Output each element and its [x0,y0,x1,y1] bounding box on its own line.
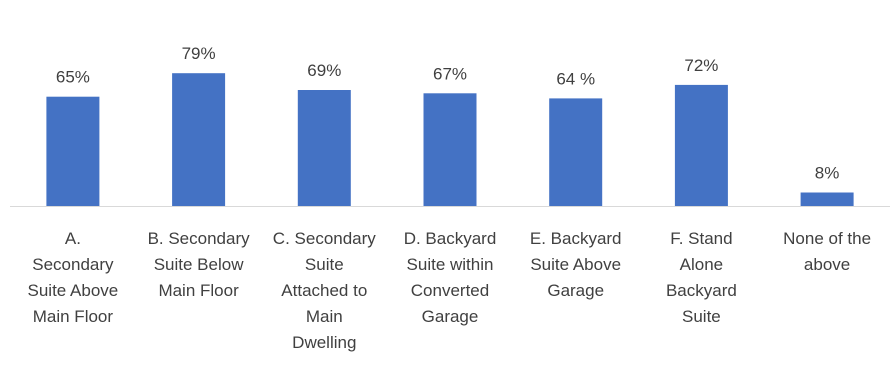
category-label-6: F. Stand Alone Backyard Suite [666,229,737,326]
category-label-line: Alone [680,255,723,274]
bar-1 [46,96,100,206]
category-label-line: Suite Above [28,281,119,300]
category-label-line: C. Secondary [273,229,376,248]
category-label-line: Main [306,307,343,326]
category-label-line: above [804,255,850,274]
category-label-7: None of the above [783,229,871,274]
category-label-5: E. Backyard Suite Above Garage [530,229,622,300]
category-label-line: Garage [547,281,604,300]
data-label-6: 72% [684,56,718,75]
category-label-line: Suite [682,307,721,326]
category-label-line: E. Backyard [530,229,622,248]
category-label-line: Backyard [666,281,737,300]
category-label-1: A. Secondary Suite Above Main Floor [28,229,119,326]
category-label-line: Suite [305,255,344,274]
data-label-2: 79% [182,44,216,63]
data-label-3: 69% [307,61,341,80]
category-label-line: Main Floor [158,281,239,300]
category-label-line: None of the [783,229,871,248]
category-label-line: Suite Above [530,255,621,274]
category-label-4: D. Backyard Suite within Converted Garage [404,229,497,326]
category-label-line: Dwelling [292,333,356,352]
category-label-line: Main Floor [33,307,114,326]
data-label-4: 67% [433,64,467,83]
bar-3 [297,90,351,206]
bars [46,73,854,206]
data-label-5: 64 % [556,69,595,88]
category-label-2: B. Secondary Suite Below Main Floor [148,229,251,300]
category-label-line: Attached to [281,281,367,300]
category-label-line: Suite Below [154,255,244,274]
bar-5 [549,98,603,206]
category-label-line: Secondary [32,255,114,274]
data-label-7: 8% [815,164,840,183]
category-label-line: A. [65,229,81,248]
category-label-3: C. Secondary Suite Attached to Main Dwelling [273,229,376,352]
bar-6 [674,84,728,206]
data-labels: 65% 79% 69% 67% 64 % 72% 8% [56,44,840,182]
category-label-line: Suite within [407,255,494,274]
bar-4 [423,93,477,206]
category-label-line: Converted [411,281,489,300]
bar-2 [172,73,226,206]
category-label-line: B. Secondary [148,229,251,248]
category-label-line: F. Stand [670,229,732,248]
category-label-line: Garage [422,307,479,326]
bar-7 [800,192,854,206]
category-label-line: D. Backyard [404,229,497,248]
data-label-1: 65% [56,68,90,87]
